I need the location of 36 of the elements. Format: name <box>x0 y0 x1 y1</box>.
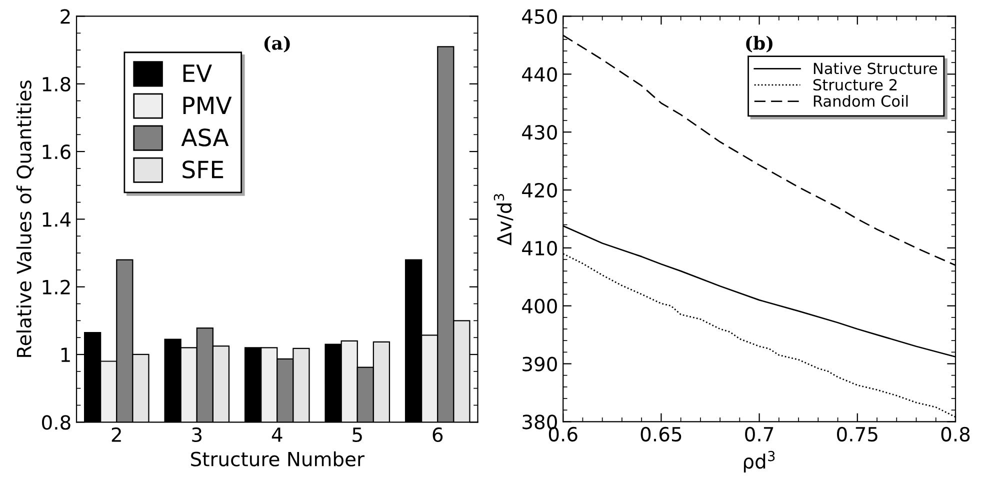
x-tick-label: 0.8 <box>941 426 970 442</box>
legend-label: Native Structure <box>814 62 938 74</box>
x-axis-title: Structure Number <box>191 451 364 466</box>
x-tick-label: 4 <box>272 428 282 442</box>
y-tick-label: 420 <box>522 182 557 198</box>
y-tick-label: 410 <box>522 240 557 256</box>
y-tick-label: 390 <box>522 356 557 372</box>
legend-label: Random Coil <box>814 95 908 107</box>
y-tick-label: 1 <box>61 348 70 362</box>
y-tick-label: 1.2 <box>42 280 70 294</box>
text: (a) <box>264 36 290 52</box>
x-tick-label: 0.65 <box>640 426 682 442</box>
x-tick-label: 2 <box>112 427 121 442</box>
y-tick-label: 2 <box>60 9 70 24</box>
legend-label: EV <box>183 64 212 82</box>
x-tick-label: 6 <box>432 427 443 442</box>
legend-label: Structure 2 <box>813 78 897 91</box>
x-axis-title: ρd$^{3}$ <box>744 450 775 472</box>
y-axis-title: Relative Values of Quantities <box>16 80 34 357</box>
x-tick-label: 5 <box>352 428 362 442</box>
legend-label: PMV <box>183 96 232 114</box>
y-tick-label: 0.8 <box>42 415 70 430</box>
x-tick-label: 0.7 <box>745 426 774 442</box>
y-axis-title: Δv/d$^{3}$ <box>494 194 514 246</box>
legend-label: SFE <box>182 160 224 178</box>
y-tick-label: 400 <box>522 298 557 314</box>
y-tick-label: 1.6 <box>42 144 70 160</box>
legend-label: ASA <box>181 128 229 146</box>
y-tick-label: 440 <box>522 67 557 82</box>
x-tick-label: 3 <box>192 427 202 442</box>
y-tick-label: 430 <box>522 125 557 140</box>
y-tick-label: 1.4 <box>42 212 71 227</box>
y-tick-label: 1.8 <box>42 76 70 92</box>
text: (b) <box>746 36 772 52</box>
x-tick-label: 0.75 <box>837 426 878 442</box>
y-tick-label: 450 <box>522 9 557 24</box>
